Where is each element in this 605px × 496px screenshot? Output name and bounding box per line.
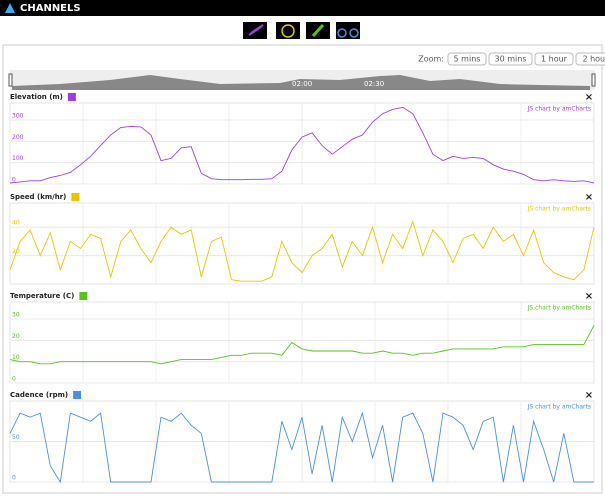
chart-title: Cadence (rpm) <box>10 391 68 399</box>
zoom-button-label: 2 hours <box>582 55 605 64</box>
y-tick-label: 50 <box>12 434 20 441</box>
channel-icons <box>243 22 360 39</box>
y-tick-label: 100 <box>12 155 24 162</box>
zoom-button-label: 5 mins <box>454 55 481 64</box>
y-tick-label: 30 <box>12 312 20 319</box>
y-tick-label: 40 <box>12 220 20 227</box>
icon-glyph <box>248 24 264 36</box>
close-button[interactable]: × <box>585 291 593 302</box>
navigator-area <box>12 75 590 90</box>
navigator-label: 02:30 <box>364 80 384 88</box>
zoom-button-label: 30 mins <box>495 55 527 64</box>
watermark: JS chart by amCharts <box>527 305 591 312</box>
panel-border <box>2 44 603 494</box>
close-button[interactable]: × <box>585 390 593 401</box>
zoom-button[interactable] <box>534 52 574 66</box>
series-line <box>9 220 595 282</box>
chart-title: Elevation (m) <box>10 93 63 101</box>
chart-title: Temperature (C) <box>10 292 74 300</box>
close-button[interactable]: × <box>585 192 593 203</box>
legend-swatch <box>67 93 76 101</box>
zoom-button[interactable] <box>447 52 487 66</box>
y-tick-label: 0 <box>12 475 16 482</box>
icon-glyph <box>349 28 359 38</box>
panel-header <box>6 390 599 400</box>
navigator-handle[interactable] <box>591 73 596 87</box>
header-title: CHANNELS <box>20 3 81 14</box>
y-tick-label: 300 <box>12 113 24 120</box>
series-line <box>9 325 595 365</box>
legend-swatch <box>73 391 82 399</box>
y-tick-label: 0 <box>12 177 16 184</box>
zoom-button[interactable] <box>575 52 605 66</box>
y-tick-label: 10 <box>12 354 20 361</box>
y-tick-label: 200 <box>12 134 24 141</box>
zoom-button-label: 1 hour <box>541 55 568 64</box>
icon-speed[interactable] <box>276 22 300 39</box>
series-line <box>9 106 595 184</box>
navigator-handle[interactable] <box>8 73 13 87</box>
legend-swatch <box>79 292 88 300</box>
collapse-icon[interactable] <box>5 3 15 13</box>
panel-header <box>6 291 599 301</box>
icon-glyph <box>281 24 295 38</box>
panel-header <box>6 92 599 102</box>
watermark: JS chart by amCharts <box>527 106 591 113</box>
y-tick-label: 20 <box>12 248 20 255</box>
series-line <box>9 411 594 484</box>
y-tick-label: 0 <box>12 376 16 383</box>
header-bar <box>0 0 605 16</box>
icon-cadence[interactable] <box>336 22 360 39</box>
icon-glyph <box>311 23 325 38</box>
navigator-label: 02:00 <box>292 80 312 88</box>
icon-glyph <box>337 28 347 38</box>
y-tick-label: 20 <box>12 333 20 340</box>
zoom-button[interactable] <box>488 52 533 66</box>
panel-header <box>6 192 599 202</box>
zoom-label: Zoom: <box>418 55 444 64</box>
legend-swatch <box>71 193 80 201</box>
watermark: JS chart by amCharts <box>527 206 591 213</box>
chart-title: Speed (km/hr) <box>10 193 66 201</box>
close-button[interactable]: × <box>585 92 593 103</box>
watermark: JS chart by amCharts <box>527 404 591 411</box>
